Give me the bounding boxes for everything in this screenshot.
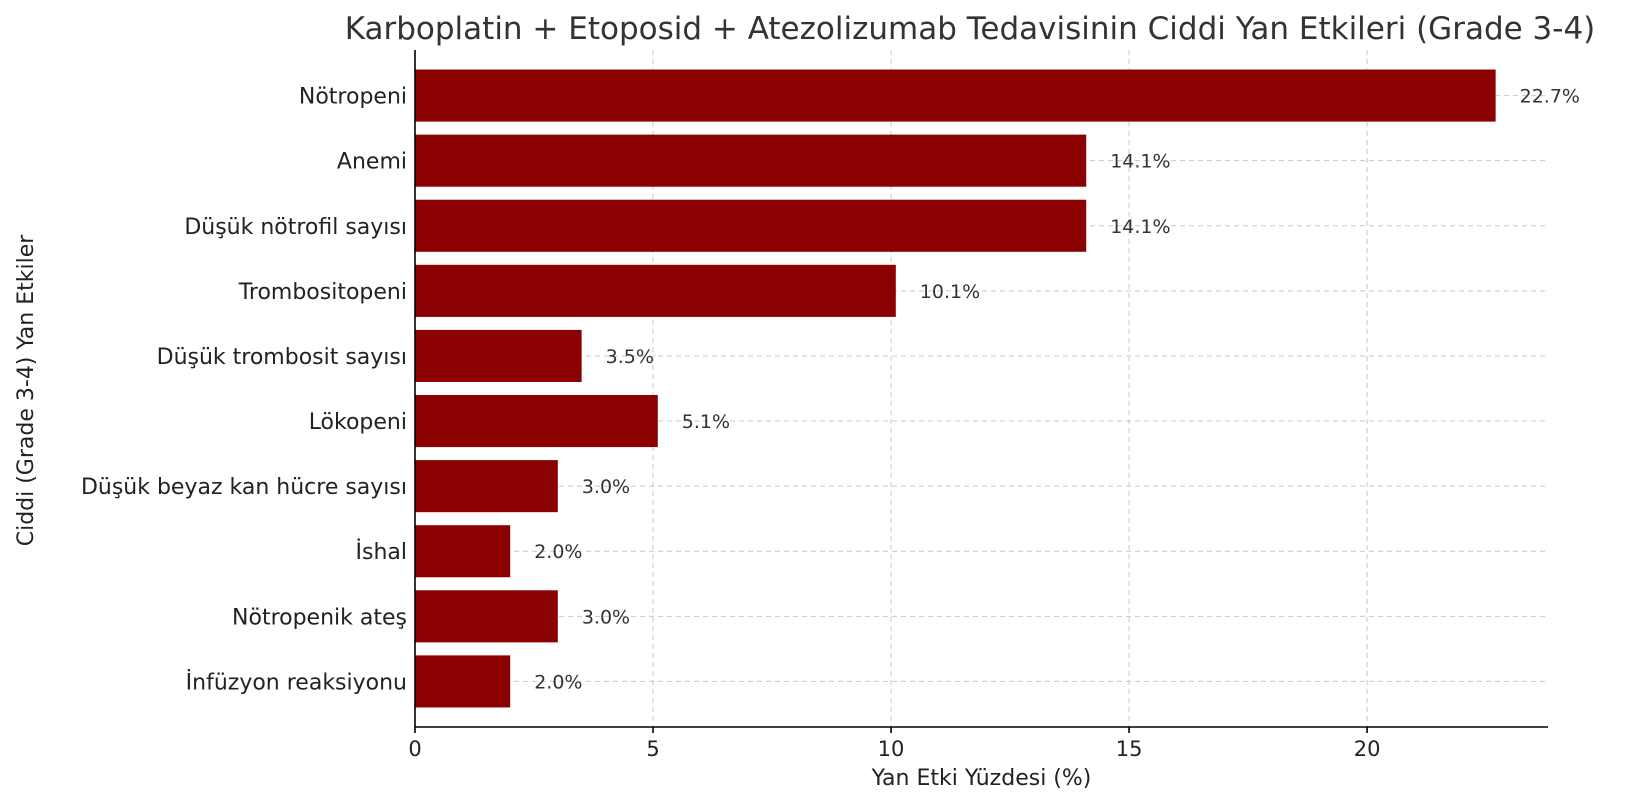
value-label: 14.1%	[1110, 216, 1170, 238]
category-label: Düşük trombosit sayısı	[157, 345, 407, 370]
category-label: Trombositopeni	[238, 280, 407, 305]
bar	[415, 264, 896, 317]
x-tick-label: 0	[408, 737, 421, 761]
category-label: Nötropenik ateş	[232, 605, 407, 630]
bar	[415, 199, 1087, 252]
bar-layer	[415, 69, 1496, 708]
bar	[415, 590, 558, 643]
category-label: İnfüzyon reaksiyonu	[186, 669, 407, 695]
bar	[415, 69, 1496, 122]
x-tick-label: 20	[1354, 737, 1381, 761]
value-label: 3.0%	[582, 606, 630, 628]
value-label: 5.1%	[682, 411, 730, 433]
category-label: Nötropeni	[299, 85, 407, 110]
bar	[415, 134, 1087, 187]
chart-title: Karboplatin + Etoposid + Atezolizumab Te…	[345, 11, 1596, 47]
x-tick-label: 5	[646, 737, 659, 761]
category-label: Anemi	[337, 150, 407, 175]
value-label: 3.5%	[606, 346, 654, 368]
category-label: Lökopeni	[309, 410, 407, 435]
label-layer: Nötropeni 22.7% Anemi 14.1% Düşük nötrofil s…	[81, 85, 1580, 696]
bar	[415, 655, 511, 708]
x-tick-layer: 0 5 10 15 20	[408, 727, 1380, 761]
category-label: Düşük nötrofil sayısı	[184, 215, 407, 240]
category-label: İshal	[356, 539, 408, 565]
x-tick-label: 15	[1116, 737, 1143, 761]
x-tick-label: 10	[878, 737, 905, 761]
value-label: 22.7%	[1520, 86, 1580, 108]
x-axis-label: Yan Etki Yüzdesi (%)	[871, 766, 1092, 791]
value-label: 2.0%	[534, 541, 582, 563]
value-label: 3.0%	[582, 476, 630, 498]
bar	[415, 525, 511, 578]
bar	[415, 329, 582, 382]
value-label: 10.1%	[920, 281, 980, 303]
y-axis-label: Ciddi (Grade 3-4) Yan Etkiler	[14, 234, 39, 547]
value-label: 2.0%	[534, 671, 582, 693]
value-label: 14.1%	[1110, 151, 1170, 173]
bar	[415, 395, 658, 448]
bar	[415, 460, 558, 513]
category-label: Düşük beyaz kan hücre sayısı	[81, 475, 407, 500]
